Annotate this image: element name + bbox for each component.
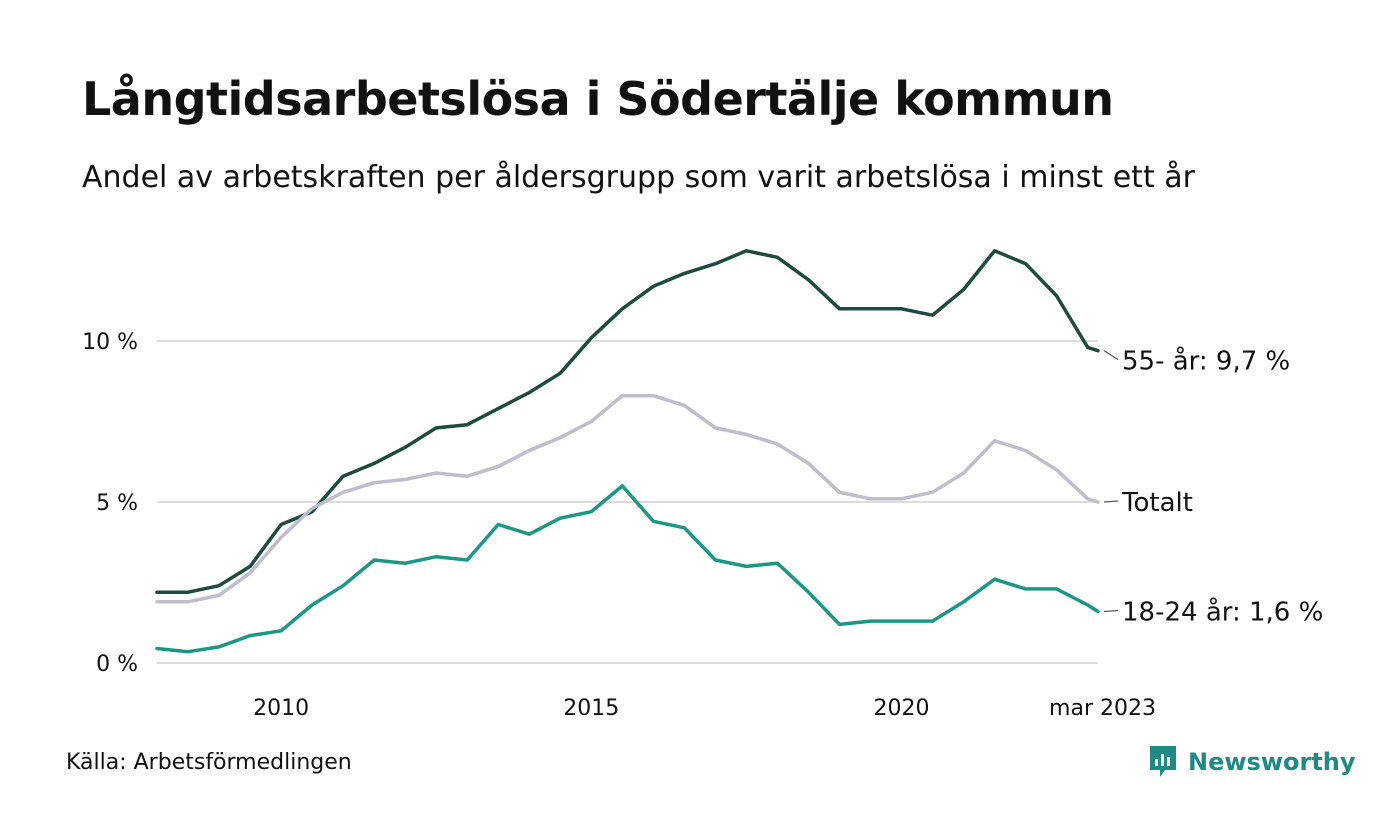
x-tick-label: 2020	[874, 696, 930, 721]
chart-subtitle: Andel av arbetskraften per åldersgrupp s…	[82, 160, 1195, 195]
source-note: Källa: Arbetsförmedlingen	[66, 750, 352, 775]
series-end-label: 55- år: 9,7 %	[1122, 346, 1290, 377]
end-label-leader	[1103, 500, 1119, 503]
chart-title: Långtidsarbetslösa i Södertälje kommun	[82, 72, 1114, 126]
brand-name: Newsworthy	[1188, 748, 1356, 776]
y-tick-label: 0 %	[96, 652, 138, 677]
series-end-label: 18-24 år: 1,6 %	[1122, 596, 1323, 627]
x-tick-label: mar 2023	[1049, 696, 1156, 721]
end-label-leader	[1103, 609, 1119, 613]
y-tick-label: 5 %	[96, 491, 138, 516]
series-line	[155, 393, 1100, 604]
line-chart: 0 % 5 % 10 % 2010 2015 2020 mar 2023 55- år: 9,…	[82, 249, 1323, 721]
end-label-leader	[1103, 350, 1119, 361]
series-line	[155, 249, 1100, 594]
x-tick-label: 2015	[563, 696, 619, 721]
y-tick-label: 10 %	[82, 330, 138, 355]
x-tick-label: 2010	[253, 696, 309, 721]
series-end-label: Totalt	[1121, 488, 1193, 518]
newsworthy-icon	[1150, 746, 1176, 777]
series-line	[155, 484, 1100, 654]
brand-logo: Newsworthy	[1148, 744, 1356, 780]
